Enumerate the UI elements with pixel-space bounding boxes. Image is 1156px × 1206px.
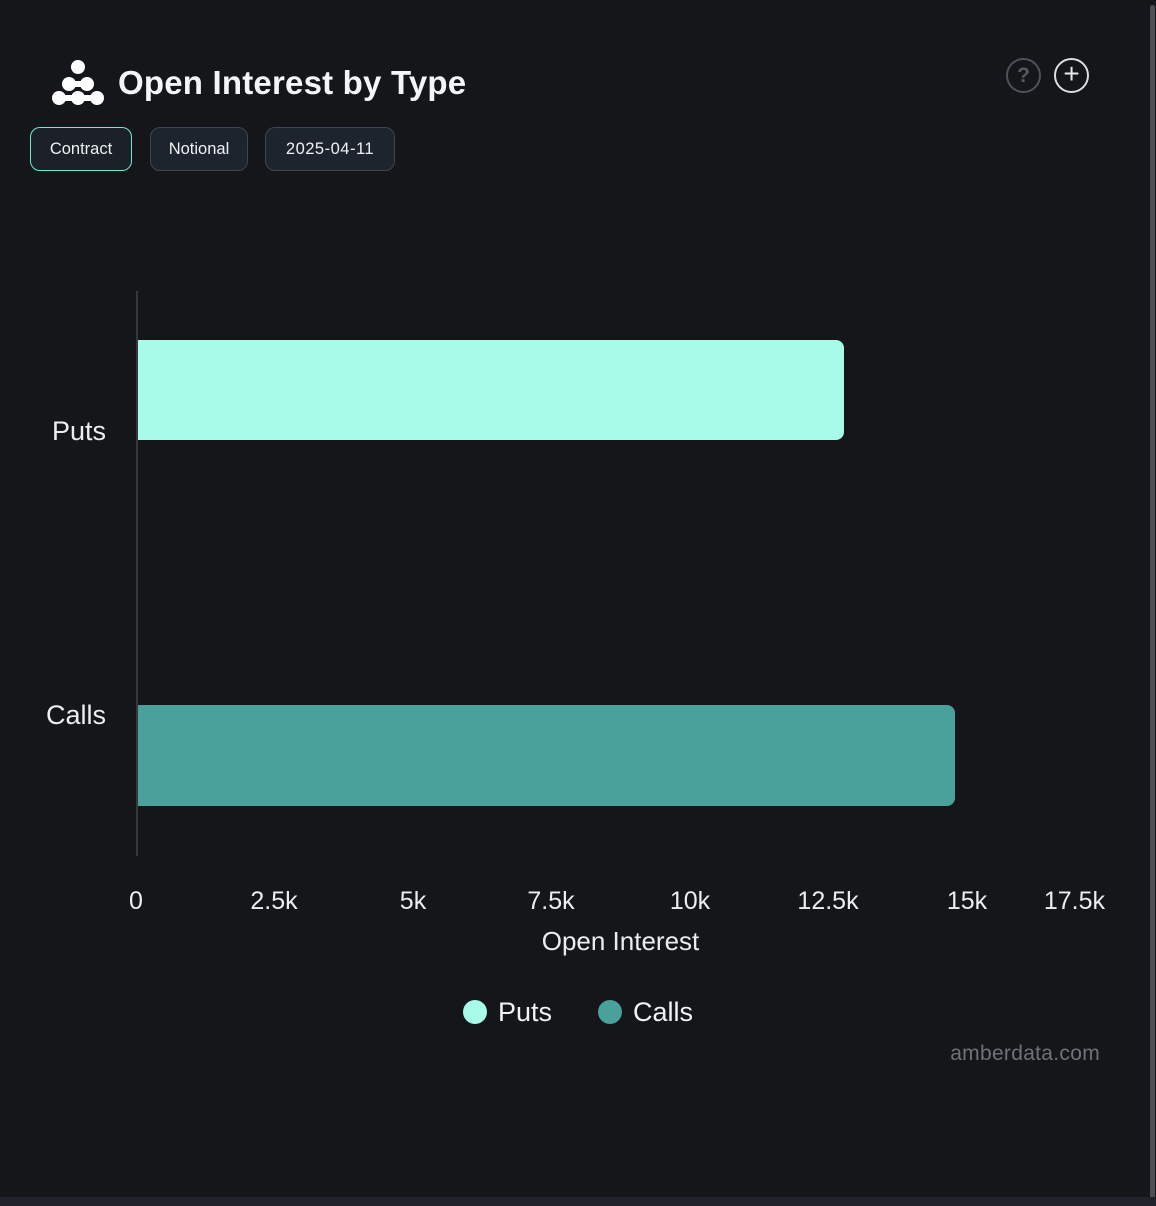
- x-axis-title: Open Interest: [541, 926, 700, 956]
- toggle-contract[interactable]: Contract: [30, 127, 132, 171]
- legend-item-puts[interactable]: Puts: [462, 996, 552, 1028]
- x-tick-label: 7.5k: [527, 887, 575, 915]
- watermark: amberdata.com: [950, 1042, 1100, 1065]
- bar-calls[interactable]: [138, 705, 955, 806]
- y-axis-label-calls: Calls: [45, 700, 106, 730]
- question-icon: ?: [1017, 63, 1030, 87]
- y-axis-line: [136, 291, 138, 856]
- toggle-notional[interactable]: Notional: [150, 127, 248, 171]
- vertical-scrollbar[interactable]: [1150, 5, 1155, 1199]
- plus-icon: +: [1063, 58, 1080, 89]
- bar-puts[interactable]: [138, 340, 844, 440]
- y-axis-label-puts: Puts: [51, 416, 106, 446]
- toggle-notional-label: Notional: [168, 139, 230, 158]
- date-selector[interactable]: 2025-04-11: [265, 127, 395, 171]
- x-tick-label: 10k: [669, 887, 711, 915]
- legend-item-calls[interactable]: Calls: [598, 997, 693, 1028]
- legend-label: Calls: [633, 996, 694, 1027]
- x-tick-label: 5k: [399, 887, 427, 915]
- legend-dot-calls: [598, 1000, 622, 1024]
- bottom-window-edge: [0, 1197, 1156, 1206]
- page-title: Open Interest by Type: [118, 64, 467, 101]
- x-tick-label: 2.5k: [250, 887, 298, 915]
- amberdata-logo: [50, 58, 106, 106]
- x-tick-label: 17.5k: [1043, 887, 1105, 915]
- add-button[interactable]: +: [1054, 58, 1089, 93]
- legend-dot-puts: [462, 1000, 487, 1024]
- date-selector-label: 2025-04-11: [285, 139, 375, 158]
- legend-label: Puts: [497, 996, 552, 1027]
- x-tick-label: 0: [129, 887, 143, 915]
- x-tick-label: 12.5k: [797, 887, 859, 915]
- help-button[interactable]: ?: [1006, 58, 1041, 93]
- x-tick-label: 15k: [946, 887, 988, 915]
- chart-legend: Puts Calls: [0, 994, 1156, 1030]
- toggle-contract-label: Contract: [49, 139, 113, 158]
